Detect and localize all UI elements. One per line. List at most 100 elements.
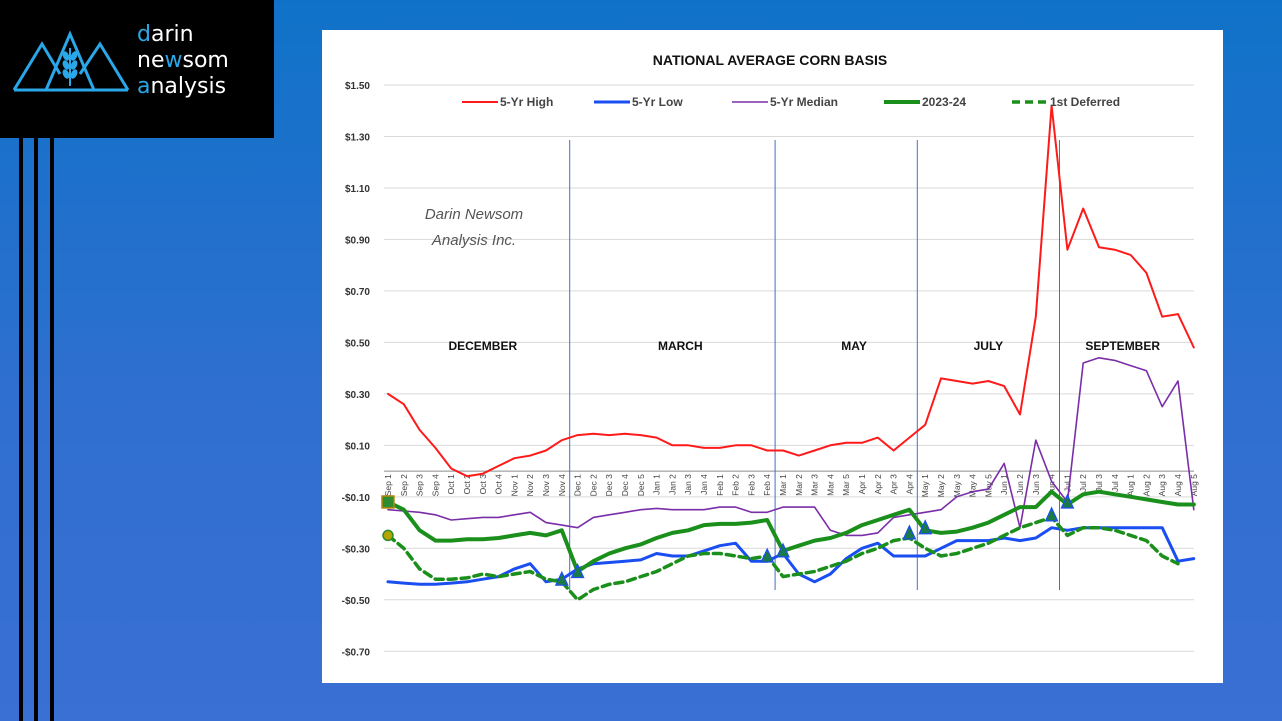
roll-triangle-marker [570,563,585,579]
y-tick-label: $1.50 [345,81,370,92]
x-tick-label: Jul 4 [1110,474,1120,492]
x-tick-label: Jun 4 [1047,474,1057,495]
x-tick-label: Aug 1 [1126,474,1136,496]
x-tick-label: May 5 [983,474,993,497]
basis-chart: NATIONAL AVERAGE CORN BASIS $1.50 $1.30 $1.… [342,52,1199,658]
start-square-marker [381,495,395,509]
x-tick-label: Aug 3 [1157,474,1167,496]
contract-label: SEPTEMBER [1085,339,1160,353]
x-tick-label: Nov 3 [541,474,551,496]
x-tick-label: Dec 3 [604,474,614,496]
series-line-1st-deferred [386,515,1180,602]
x-tick-label: Feb 2 [731,474,741,496]
roll-triangle-marker [918,519,933,535]
x-tick-label: Dec 1 [573,474,583,496]
x-tick-label: Nov 1 [509,474,519,496]
x-tick-label: Aug 2 [1141,474,1151,496]
company-name-line-2-accent: w [164,48,183,73]
roll-triangle-marker [902,524,917,540]
x-tick-label: Jul 1 [1062,474,1072,492]
roll-triangle-marker [760,547,775,563]
contract-label: MAY [841,339,867,353]
x-tick-label: Nov 2 [525,474,535,496]
series-line-5-yr-median [387,356,1195,537]
roll-triangle-marker [554,570,569,586]
company-name: darin newsom analysis [137,22,229,100]
legend-label: 1st Deferred [1050,95,1120,109]
x-tick-label: Dec 4 [620,474,630,496]
x-tick-label: May 1 [920,474,930,497]
x-tick-label: Sep 1 [383,474,393,496]
x-tick-label: Oct 3 [478,474,488,495]
decor-bar [19,138,23,721]
x-tick-label: Dec 2 [588,474,598,496]
y-tick-label: $0.30 [345,390,370,401]
company-name-line-3-accent: a [137,74,151,99]
company-name-line-2-rest: som [182,48,229,73]
x-tick-label: Dec 5 [636,474,646,496]
y-tick-label: $0.70 [345,287,370,298]
legend-label: 5-Yr Low [632,95,683,109]
x-tick-label: Apr 3 [889,474,899,495]
x-tick-label: Feb 4 [762,474,772,496]
company-name-line-3-rest: nalysis [150,74,227,99]
decor-bar [50,138,54,721]
roll-triangle-marker [1044,506,1059,522]
logo-block: darin newsom analysis [0,0,274,138]
x-tick-label: Aug 5 [1189,474,1199,496]
x-tick-label: Mar 5 [841,474,851,496]
x-tick-label: Feb 3 [746,474,756,496]
roll-triangle-marker [776,542,790,558]
x-tick-label: Nov 4 [557,474,567,496]
x-tick-label: Sep 4 [430,474,440,496]
x-tick-label: Jul 3 [1094,474,1104,492]
legend-label: 5-Yr High [500,95,553,109]
decor-bar [34,138,38,721]
mountain-wheat-logo-icon [12,30,130,92]
chart-panel: NATIONAL AVERAGE CORN BASIS $1.50 $1.30 $1.… [322,30,1223,683]
x-tick-label: Apr 2 [873,474,883,495]
watermark-line: Darin Newsom [425,206,523,223]
company-name-line-1-accent: d [137,22,151,47]
x-tick-label: Mar 4 [825,474,835,496]
x-tick-label: Jan 4 [699,474,709,495]
x-tick-label: Jan 2 [667,474,677,495]
y-tick-label: -$0.10 [342,493,371,504]
y-tick-label: $0.50 [345,338,370,349]
company-name-line-2: newsom [137,48,229,74]
x-tick-label: May 2 [936,474,946,497]
x-tick-label: Oct 1 [446,474,456,495]
x-tick-label: Apr 4 [904,474,914,495]
x-tick-label: Oct 4 [494,474,504,495]
x-tick-label: Jan 1 [652,474,662,495]
x-tick-label: Jun 2 [1015,474,1025,495]
roll-triangle-marker [1060,493,1075,509]
x-tick-label: Jun 3 [1031,474,1041,495]
y-tick-label: $0.10 [345,441,370,452]
start-circle-marker [382,529,394,542]
company-name-line-1: darin [137,22,229,48]
x-tick-label: Mar 2 [794,474,804,496]
x-tick-label: Mar 3 [810,474,820,496]
contract-label: JULY [974,339,1004,353]
company-name-line-3: analysis [137,74,229,100]
y-tick-label: $0.90 [345,235,370,246]
x-tick-label: May 4 [968,474,978,497]
x-tick-label: Apr 1 [857,474,867,495]
legend-label: 2023-24 [922,95,966,109]
series-line-5-yr-high [387,104,1195,478]
y-tick-label: $1.10 [345,184,370,195]
contract-label: MARCH [658,339,703,353]
x-tick-label: Sep 2 [399,474,409,496]
x-tick-label: Jul 2 [1078,474,1088,492]
chart-title: NATIONAL AVERAGE CORN BASIS [653,52,887,68]
x-tick-label: Jun 1 [999,474,1009,495]
x-tick-label: Jan 3 [683,474,693,495]
company-name-line-1-rest: arin [150,22,194,47]
y-tick-label: -$0.30 [342,544,371,555]
x-tick-label: Oct 2 [462,474,472,495]
contract-label: DECEMBER [448,339,517,353]
y-tick-label: $1.30 [345,132,370,143]
x-tick-label: Aug 4 [1173,474,1183,496]
y-tick-label: -$0.70 [342,647,371,658]
